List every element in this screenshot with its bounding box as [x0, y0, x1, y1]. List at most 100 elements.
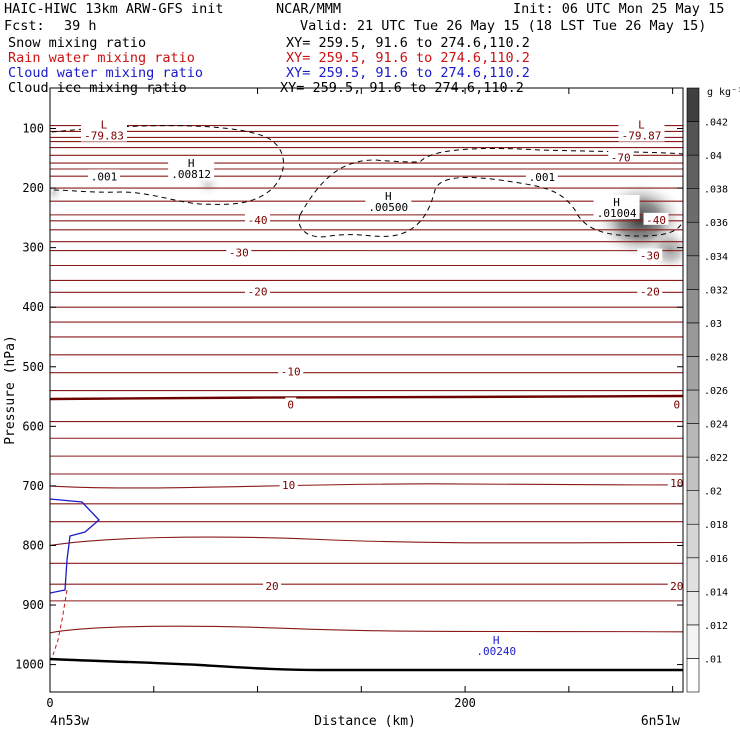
colorbar-tick-label: .01 — [704, 654, 722, 665]
y-tick-label: 1000 — [15, 658, 44, 672]
colorbar-tick-label: .02 — [704, 487, 722, 498]
colorbar-swatch — [686, 423, 700, 458]
isotherm-line — [50, 154, 683, 157]
colorbar-tick-label: .026 — [704, 386, 728, 397]
colorbar-tick-label: .018 — [704, 520, 728, 531]
contour-label: -70 — [611, 151, 631, 164]
contour-label-background — [593, 206, 640, 219]
isotherm-line — [50, 291, 683, 294]
contour-label-background — [618, 117, 665, 130]
isotherm-line — [50, 279, 683, 282]
isotherm-line — [50, 599, 683, 602]
contour-label: -40 — [646, 214, 666, 227]
contour-label: 0 — [287, 398, 294, 411]
y-tick-label: 900 — [22, 598, 44, 612]
contour-label: .001 — [529, 171, 556, 184]
colorbar-swatch — [686, 557, 700, 592]
temperature-labels: L-79.83L-79.87-70-40 -40-30 -30-20 -20-100 0… — [80, 117, 686, 593]
isotherm-line — [50, 321, 683, 324]
isotherm-line — [50, 562, 683, 565]
isotherm-line — [50, 249, 683, 252]
contour-label: -20 — [248, 285, 268, 298]
isotherm-line — [50, 371, 683, 374]
isotherm-line — [50, 140, 683, 143]
contour-label-background — [80, 117, 127, 130]
contour-label-background — [279, 477, 298, 490]
contour-label-value: .00812 — [171, 168, 211, 181]
colorbar-swatch — [686, 322, 700, 357]
x-right-endpoint: 6n51w — [641, 714, 680, 729]
colorbar-tick-label: .04 — [704, 151, 722, 162]
contour-label-value: .00500 — [368, 201, 408, 214]
contour-label-background — [278, 364, 304, 377]
isotherm-line — [50, 175, 683, 178]
colorbar-tick-label: .042 — [704, 118, 728, 129]
contour-label-background — [263, 579, 282, 592]
contour-label-background — [87, 169, 120, 182]
colorbar-swatch — [686, 490, 700, 525]
y-tick-label: 200 — [22, 181, 44, 195]
isotherm-line — [50, 213, 683, 216]
isotherm-line — [50, 219, 683, 222]
isotherm-line — [50, 536, 683, 547]
colorbar: .01 .012 .014 .016 .018 .02 .022 .024 .026 .028 .0… — [686, 87, 728, 693]
contour-label: -20 — [640, 285, 660, 298]
colorbar-tick-label: .016 — [704, 554, 728, 565]
cloud-water-contour — [50, 498, 100, 594]
y-tick-label: 600 — [22, 419, 44, 433]
x-axis: 0 200 — [46, 88, 674, 710]
terrain-line — [50, 657, 683, 672]
field-rain-name: Rain water mixing ratio — [8, 50, 195, 66]
colorbar-swatch — [686, 523, 700, 559]
colorbar-swatch — [686, 456, 700, 491]
contour-label-value: .00240 — [476, 645, 516, 658]
contour-label-background — [667, 476, 686, 489]
x-tick-label: 0 — [46, 696, 53, 710]
y-tick-label: 700 — [22, 479, 44, 493]
colorbar-tick-label: .028 — [704, 352, 728, 363]
contour-label: 20 — [265, 580, 278, 593]
valid-time: Valid: 21 UTC Tue 26 May 15 (18 LST Tue … — [300, 18, 707, 34]
colorbar-swatch — [686, 154, 700, 189]
ice-contour-1 — [51, 125, 284, 205]
isotherm-line — [50, 124, 683, 127]
key-contours — [50, 125, 683, 672]
contour-label-background — [285, 397, 297, 410]
colorbar-swatch — [686, 289, 700, 324]
y-tick-label: 100 — [22, 122, 44, 136]
contour-label-background — [637, 248, 663, 261]
colorbar-units: g kg⁻¹ — [707, 87, 740, 98]
contour-label: -10 — [281, 366, 301, 379]
colorbar-swatch — [686, 624, 700, 659]
contour-label-background — [671, 397, 683, 410]
colorbar-tick-label: .038 — [704, 185, 728, 196]
colorbar-swatch — [686, 87, 700, 122]
contour-label: -40 — [248, 214, 268, 227]
contour-label: 0 — [673, 398, 680, 411]
colorbar-tick-label: .022 — [704, 453, 728, 464]
snow-tail-shading — [648, 228, 683, 272]
contour-label-background — [245, 284, 271, 297]
isotherm-line — [50, 240, 683, 243]
temperature-contours — [50, 124, 683, 634]
forecast-label: Fcst: — [4, 18, 45, 34]
contour-label-background — [593, 194, 640, 207]
y-tick-label: 800 — [22, 538, 44, 552]
contour-label-background — [643, 212, 669, 225]
isotherm-line — [50, 187, 683, 190]
x-tick-label: 200 — [454, 696, 476, 710]
contour-label-background — [637, 284, 663, 297]
x-axis-label: Distance (km) — [314, 714, 416, 729]
init-time: Init: 06 UTC Mon 25 May 15 — [513, 1, 725, 17]
contour-label-background — [226, 245, 252, 258]
isotherm-line — [50, 455, 683, 458]
colorbar-swatch — [686, 591, 700, 626]
contour-label-value: -79.87 — [622, 130, 662, 143]
field-snow-name: Snow mixing ratio — [8, 35, 147, 51]
isotherm-line — [50, 625, 683, 634]
colorbar-swatch — [686, 221, 700, 257]
contour-label-value: .01004 — [597, 207, 637, 220]
contour-label: L — [101, 119, 108, 132]
isotherm-line — [50, 483, 683, 489]
